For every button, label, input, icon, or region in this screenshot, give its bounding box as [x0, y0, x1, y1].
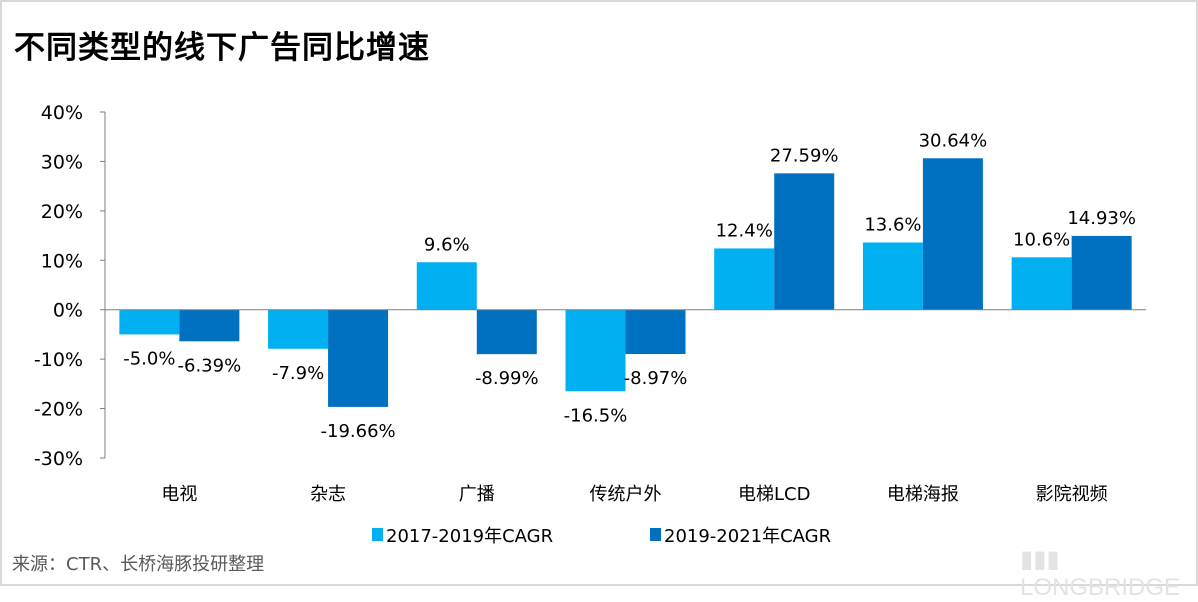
- bar-2017-2019: [1011, 257, 1072, 310]
- y-tick-label: 20%: [41, 201, 83, 223]
- bar-2019-2021: [625, 309, 686, 355]
- data-label: -6.39%: [178, 355, 242, 376]
- legend-label: 2017-2019年CAGR: [386, 526, 553, 547]
- data-label: 13.6%: [864, 214, 921, 235]
- data-label: -16.5%: [564, 405, 628, 426]
- x-tick-label: 杂志: [310, 484, 346, 505]
- y-tick-label: -10%: [34, 349, 83, 371]
- bar-2019-2021: [179, 309, 240, 342]
- source-note: 来源：CTR、长桥海豚投研整理: [12, 554, 265, 575]
- data-label: 14.93%: [1067, 208, 1136, 229]
- legend-swatch: [372, 528, 383, 541]
- data-label: -8.97%: [624, 368, 688, 389]
- bar-2017-2019: [862, 242, 923, 310]
- y-tick-label: 30%: [41, 151, 83, 173]
- y-tick-label: 0%: [53, 300, 83, 322]
- x-tick-label: 电梯LCD: [738, 484, 810, 505]
- watermark-logo: ▮▮▮ LONGBRIDGE: [1020, 546, 1181, 601]
- chart-frame: [0, 0, 1198, 586]
- bar-2019-2021: [774, 173, 835, 310]
- bar-2019-2021: [328, 309, 389, 407]
- bar-2017-2019: [119, 309, 180, 335]
- legend-label: 2019-2021年CAGR: [664, 526, 831, 547]
- data-label: 27.59%: [770, 145, 839, 166]
- y-tick-label: 40%: [41, 102, 83, 124]
- x-tick-label: 传统户外: [590, 484, 662, 505]
- data-label: -5.0%: [123, 348, 175, 369]
- bar-2019-2021: [1071, 235, 1132, 310]
- data-label: -8.99%: [475, 368, 539, 389]
- data-label: 10.6%: [1013, 229, 1070, 250]
- y-tick-label: -20%: [34, 399, 83, 421]
- data-label: 9.6%: [424, 234, 470, 255]
- bar-2019-2021: [922, 158, 983, 310]
- data-label: 12.4%: [716, 220, 773, 241]
- bar-2019-2021: [476, 309, 537, 355]
- x-tick-label: 广播: [459, 484, 495, 505]
- data-label: 30.64%: [919, 130, 988, 151]
- y-tick-label: -30%: [34, 448, 83, 470]
- x-tick-label: 电视: [161, 484, 197, 505]
- data-label: -7.9%: [272, 363, 324, 384]
- data-label: -19.66%: [321, 421, 396, 442]
- chart-title: 不同类型的线下广告同比增速: [14, 30, 430, 66]
- x-tick-label: 影院视频: [1036, 484, 1108, 505]
- bar-chart: -30% -20% -10% 0% 10% 20% 30% 40% 电视 -5.0% -6.39% 杂…: [34, 102, 1146, 547]
- x-tick-label: 电梯海报: [887, 484, 959, 505]
- bar-2017-2019: [268, 309, 329, 349]
- bar-2017-2019: [565, 309, 626, 392]
- y-tick-label: 10%: [41, 250, 83, 272]
- bar-2017-2019: [416, 262, 477, 310]
- legend-swatch: [650, 528, 661, 541]
- bar-2017-2019: [714, 248, 775, 310]
